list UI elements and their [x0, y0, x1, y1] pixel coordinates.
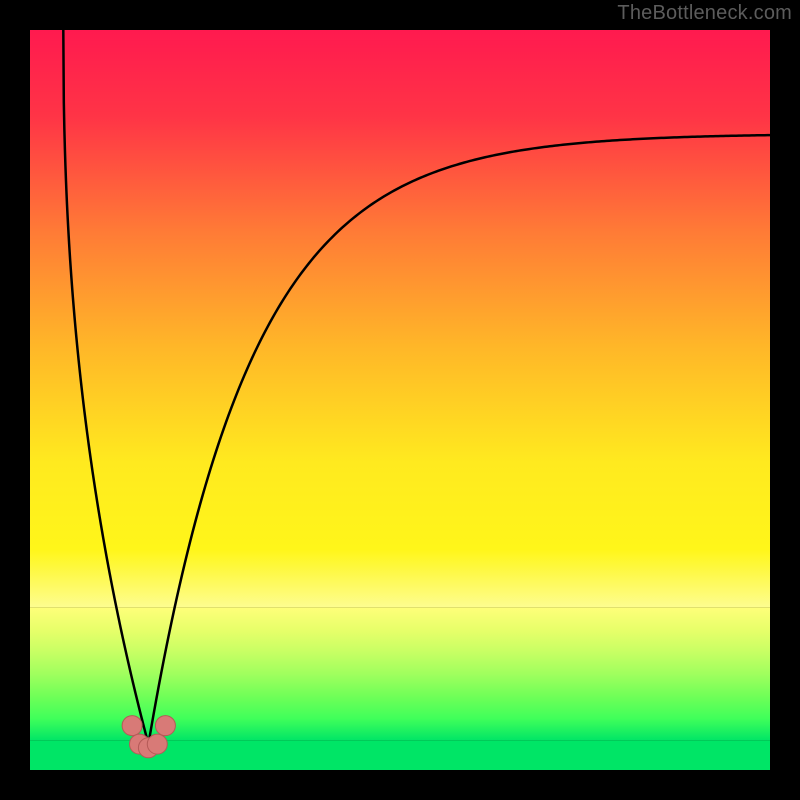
attribution-label: TheBottleneck.com — [617, 2, 792, 25]
chart-svg — [0, 0, 800, 800]
marker-point — [147, 734, 167, 754]
marker-point — [122, 716, 142, 736]
plot-area — [30, 30, 770, 770]
marker-point — [155, 716, 175, 736]
chart-frame: TheBottleneck.com — [0, 0, 800, 800]
gradient-upper — [30, 30, 770, 607]
